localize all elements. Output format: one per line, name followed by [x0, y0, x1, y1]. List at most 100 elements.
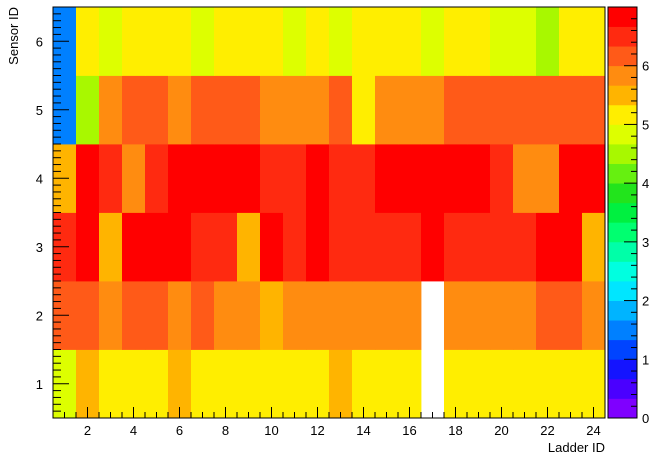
heatmap-cell [421, 144, 445, 213]
heatmap-cell [214, 144, 238, 213]
heatmap-cell [444, 7, 468, 76]
heatmap-cell [168, 281, 192, 350]
heatmap-cell [260, 144, 284, 213]
heatmap-cell [582, 281, 606, 350]
heatmap-cell [536, 212, 560, 282]
z-tick-label: 1 [642, 352, 649, 367]
heatmap-cell [191, 7, 215, 76]
heatmap-cell [191, 75, 215, 145]
heatmap-cell [260, 212, 284, 282]
heatmap-cell [582, 75, 606, 145]
heatmap-cell [490, 349, 514, 419]
heatmap-cell [536, 144, 560, 213]
heatmap-cell [306, 7, 330, 76]
heatmap-cell [260, 349, 284, 419]
z-tick-label: 5 [642, 117, 649, 132]
heatmap-cell [398, 349, 422, 419]
heatmap-cell [122, 212, 146, 282]
heatmap-cells [53, 7, 606, 419]
heatmap-cell [513, 75, 537, 145]
heatmap-cell [283, 75, 307, 145]
heatmap-cell [122, 349, 146, 419]
palette-swatch [608, 65, 637, 86]
heatmap-cell [76, 281, 100, 350]
x-axis-label: Ladder ID [548, 440, 605, 455]
heatmap-cell [306, 281, 330, 350]
heatmap-cell [421, 212, 445, 282]
heatmap-cell [444, 349, 468, 419]
heatmap-cell [329, 349, 353, 419]
x-axis: 2 4 6 8 10 12 14 16 18 20 22 24 [52, 407, 606, 438]
z-tick-label: 4 [642, 176, 649, 191]
heatmap-cell [76, 144, 100, 213]
heatmap-cell [99, 281, 123, 350]
x-tick-label: 24 [586, 423, 600, 438]
heatmap-cell [490, 75, 514, 145]
heatmap-cell [559, 349, 583, 419]
heatmap-cell [214, 281, 238, 350]
heatmap-cell [375, 75, 399, 145]
palette-swatch [608, 144, 637, 164]
palette-swatch [608, 85, 637, 106]
heatmap-cell [375, 7, 399, 76]
heatmap-cell [352, 281, 376, 350]
heatmap-cell [513, 212, 537, 282]
heatmap-cell [352, 144, 376, 213]
heatmap-cell [329, 7, 353, 76]
heatmap-cell [214, 349, 238, 419]
heatmap-cell [214, 75, 238, 145]
palette-swatch [608, 183, 637, 204]
palette-swatch [608, 241, 637, 262]
heatmap-cell [513, 281, 537, 350]
heatmap-cell [306, 144, 330, 213]
y-axis-label: Sensor ID [6, 7, 21, 65]
palette-swatch [608, 359, 637, 380]
palette-swatch [608, 26, 637, 47]
y-tick-label: 3 [36, 240, 43, 255]
heatmap-cell [421, 75, 445, 145]
palette-swatch [608, 222, 637, 243]
heatmap-cell [490, 7, 514, 76]
heatmap-cell [122, 144, 146, 213]
heatmap-cell [283, 349, 307, 419]
heatmap-cell [260, 75, 284, 145]
heatmap-cell [99, 7, 123, 76]
heatmap-cell [168, 75, 192, 145]
palette-swatch [608, 261, 637, 282]
z-tick-label: 2 [642, 294, 649, 309]
heatmap-cell [398, 75, 422, 145]
z-tick-label: 6 [642, 59, 649, 74]
heatmap-cell [559, 75, 583, 145]
heatmap-cell [145, 212, 169, 282]
color-scale [607, 6, 638, 419]
color-scale-axis: 0 1 2 3 4 5 6 [624, 6, 649, 426]
palette-swatch [608, 46, 637, 67]
palette-swatch [608, 398, 637, 419]
heatmap-cell [260, 281, 284, 350]
heatmap-cell [283, 7, 307, 76]
heatmap-cell [329, 281, 353, 350]
heatmap-cell [329, 212, 353, 282]
x-tick-label: 14 [356, 423, 370, 438]
heatmap-cell [582, 212, 606, 282]
heatmap-cell [467, 7, 491, 76]
heatmap-cell [214, 7, 238, 76]
heatmap-cell [421, 7, 445, 76]
y-axis: 1 2 3 4 5 6 [36, 6, 69, 419]
heatmap-cell [536, 75, 560, 145]
x-tick-label: 12 [310, 423, 324, 438]
heatmap-cell [467, 75, 491, 145]
heatmap-cell [536, 7, 560, 76]
heatmap-cell [168, 349, 192, 419]
heatmap-cell [99, 349, 123, 419]
heatmap-cell [375, 212, 399, 282]
heatmap-cell [168, 144, 192, 213]
y-tick-label: 6 [36, 34, 43, 49]
heatmap-cell [582, 144, 606, 213]
heatmap-cell [490, 144, 514, 213]
heatmap-cell [76, 349, 100, 419]
heatmap-cell [306, 75, 330, 145]
heatmap-cell [329, 75, 353, 145]
heatmap-cell [237, 212, 261, 282]
